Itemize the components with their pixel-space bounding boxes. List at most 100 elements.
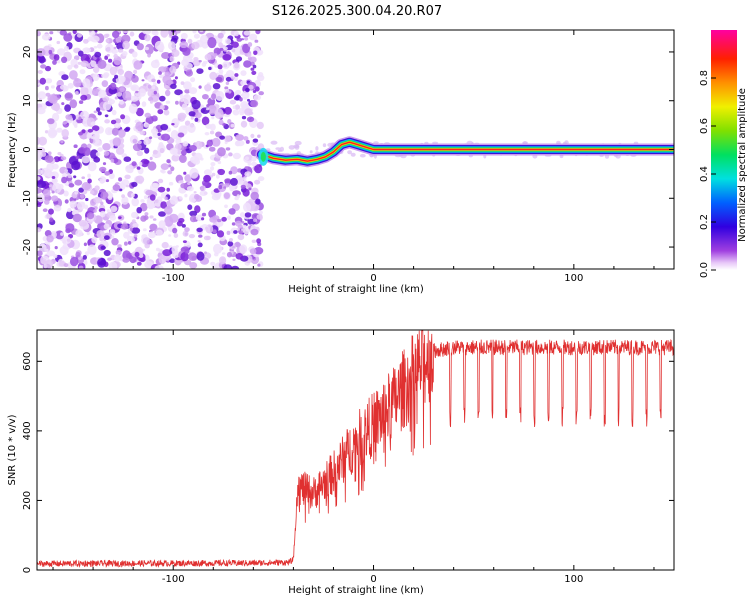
noise-speckle bbox=[164, 206, 173, 215]
noise-speckle bbox=[142, 30, 152, 35]
noise-speckle bbox=[183, 94, 189, 99]
noise-speckle bbox=[223, 192, 230, 199]
noise-speckle bbox=[253, 94, 262, 101]
noise-speckle bbox=[151, 128, 158, 135]
y-tick-label: 10 bbox=[22, 94, 33, 107]
noise-speckle bbox=[163, 109, 170, 116]
colorbar-ticks: 0.0 0.2 0.4 0.6 0.8 bbox=[699, 70, 716, 278]
noise-speckle bbox=[131, 219, 136, 224]
noise-speckle bbox=[245, 87, 250, 93]
noise-speckle bbox=[37, 151, 43, 159]
noise-speckle bbox=[149, 223, 158, 231]
noise-speckle bbox=[122, 257, 130, 263]
noise-speckle bbox=[129, 31, 135, 37]
noise-speckle bbox=[216, 174, 220, 179]
noise-speckle bbox=[118, 216, 122, 220]
noise-speckle bbox=[250, 228, 259, 236]
noise-speckle bbox=[144, 46, 149, 51]
noise-speckle bbox=[102, 162, 107, 166]
noise-speckle bbox=[121, 179, 130, 186]
noise-speckle bbox=[67, 82, 74, 89]
noise-speckle bbox=[184, 193, 188, 198]
noise-speckle bbox=[131, 75, 139, 83]
noise-speckle bbox=[103, 249, 111, 257]
noise-speckle bbox=[75, 229, 83, 237]
noise-speckle bbox=[225, 182, 230, 188]
noise-speckle bbox=[102, 143, 111, 151]
noise-speckle bbox=[64, 45, 69, 52]
noise-speckle bbox=[45, 85, 49, 91]
noise-speckle bbox=[104, 114, 109, 118]
noise-speckle bbox=[171, 35, 179, 41]
noise-speckle bbox=[158, 249, 164, 254]
noise-speckle bbox=[199, 186, 205, 191]
noise-speckle bbox=[182, 230, 189, 237]
noise-speckle bbox=[87, 244, 97, 255]
noise-speckle bbox=[201, 62, 207, 67]
noise-speckle bbox=[248, 198, 255, 204]
noise-speckle bbox=[73, 78, 82, 88]
noise-speckle bbox=[177, 112, 187, 120]
noise-speckle bbox=[154, 265, 164, 269]
noise-speckle bbox=[250, 67, 255, 71]
noise-speckle bbox=[165, 89, 171, 97]
noise-speckle bbox=[39, 77, 46, 85]
noise-speckle bbox=[234, 241, 241, 248]
noise-speckle bbox=[40, 64, 47, 69]
noise-speckle bbox=[211, 193, 221, 201]
noise-speckle bbox=[247, 98, 250, 102]
colorbar-tick-label: 0.0 bbox=[699, 262, 710, 278]
colorbar-label: Normalized spectral amplitude bbox=[737, 88, 748, 242]
noise-speckle bbox=[59, 246, 69, 256]
noise-speckle bbox=[224, 106, 232, 115]
band-speckle bbox=[294, 144, 300, 150]
noise-speckle bbox=[53, 205, 62, 212]
noise-speckle bbox=[181, 224, 186, 228]
noise-speckle bbox=[56, 40, 61, 45]
noise-speckle bbox=[204, 53, 212, 61]
noise-speckle bbox=[224, 178, 232, 184]
noise-speckle bbox=[240, 120, 248, 128]
noise-speckle bbox=[205, 226, 209, 230]
noise-speckle bbox=[227, 241, 234, 247]
noise-speckle bbox=[93, 110, 98, 114]
band-speckle bbox=[294, 140, 302, 146]
noise-speckle bbox=[169, 65, 177, 74]
noise-speckle bbox=[212, 229, 217, 234]
noise-speckle bbox=[94, 51, 102, 58]
noise-speckle bbox=[256, 214, 263, 220]
noise-speckle bbox=[212, 83, 221, 90]
noise-speckle bbox=[252, 64, 257, 69]
noise-speckle bbox=[211, 172, 216, 177]
noise-speckle bbox=[112, 184, 121, 192]
band-speckle bbox=[350, 152, 356, 157]
noise-speckle bbox=[193, 191, 197, 194]
noise-speckle bbox=[86, 212, 95, 220]
colorbar-tick-label: 0.8 bbox=[699, 70, 710, 86]
noise-speckle bbox=[252, 90, 257, 93]
noise-speckle bbox=[197, 242, 203, 248]
noise-speckle bbox=[68, 183, 75, 188]
noise-speckle bbox=[73, 175, 77, 179]
colorbar: 0.0 0.2 0.4 0.6 0.8 Normalized spectral ampl… bbox=[699, 30, 748, 278]
noise-speckle bbox=[256, 121, 264, 130]
noise-speckle bbox=[167, 170, 173, 175]
noise-speckle bbox=[233, 30, 239, 37]
noise-speckle bbox=[208, 66, 212, 71]
noise-speckle bbox=[109, 229, 116, 235]
noise-speckle bbox=[180, 32, 188, 40]
noise-speckle bbox=[189, 215, 197, 223]
noise-speckle bbox=[117, 244, 122, 248]
noise-speckle bbox=[65, 223, 75, 233]
noise-speckle bbox=[236, 37, 243, 42]
noise-speckle bbox=[180, 81, 185, 85]
noise-speckle bbox=[142, 228, 147, 232]
band-speckle bbox=[322, 143, 327, 148]
noise-speckle bbox=[157, 178, 164, 184]
noise-speckle bbox=[133, 60, 143, 70]
noise-speckle bbox=[184, 259, 192, 266]
noise-speckle bbox=[57, 48, 66, 56]
noise-speckle bbox=[48, 49, 53, 55]
noise-speckle bbox=[148, 202, 156, 209]
